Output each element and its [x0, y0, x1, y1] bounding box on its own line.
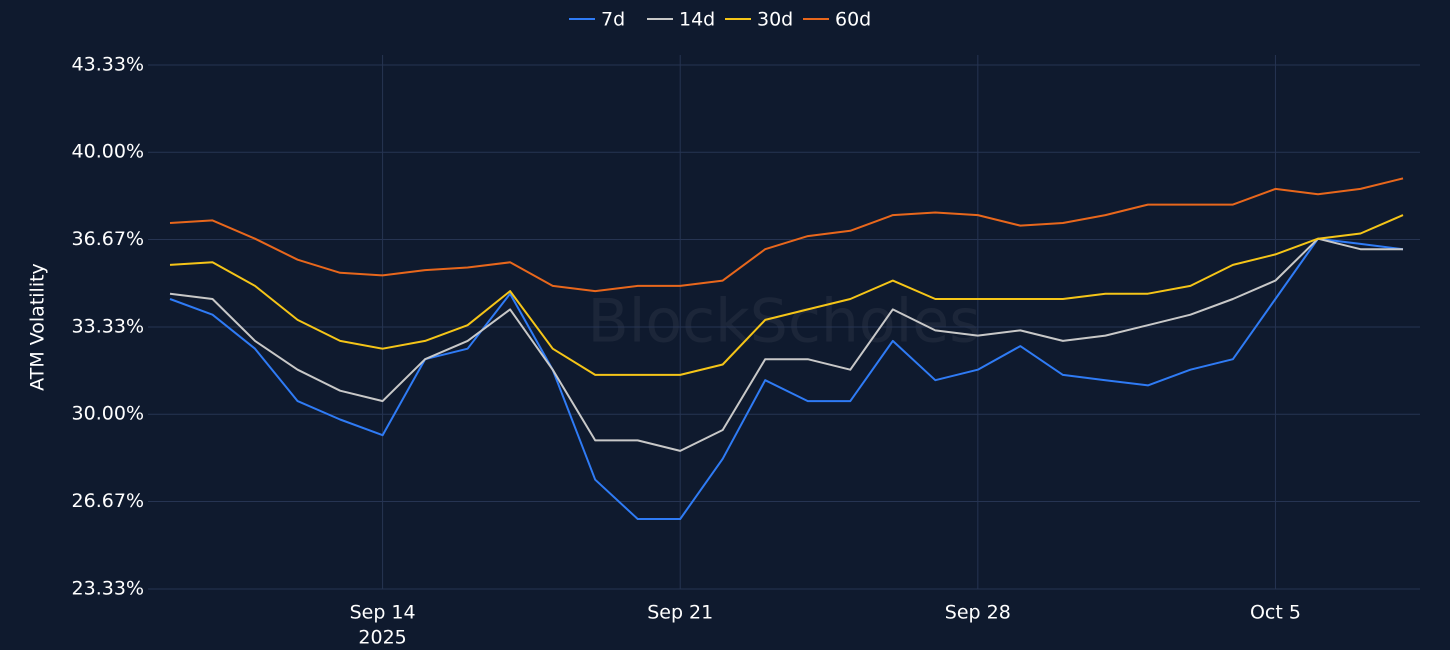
x-tick-label: Sep 14: [350, 602, 416, 624]
x-year-label: 2025: [358, 627, 406, 649]
x-tick-label: Oct 5: [1250, 602, 1301, 624]
line-series: [169, 237, 1404, 520]
line-series: [169, 177, 1404, 293]
legend-label: 14d: [679, 9, 715, 31]
y-axis-label: ATM Volatility: [27, 263, 49, 391]
line-series: [169, 237, 1403, 452]
x-tick-label: Sep 21: [647, 602, 713, 624]
legend-label: 7d: [601, 9, 625, 31]
y-tick-label: 23.33%: [72, 578, 144, 600]
y-tick-label: 40.00%: [72, 141, 144, 163]
legend-label: 60d: [835, 9, 871, 31]
watermark: BlockScholes: [588, 287, 981, 357]
y-tick-label: 30.00%: [72, 403, 144, 425]
x-tick-label: Sep 28: [945, 602, 1011, 624]
legend-label: 30d: [757, 9, 793, 31]
y-tick-label: 43.33%: [72, 54, 144, 76]
y-tick-label: 26.67%: [72, 490, 144, 512]
y-tick-label: 36.67%: [72, 228, 144, 250]
y-tick-label: 33.33%: [72, 316, 144, 338]
line-series: [169, 214, 1404, 376]
